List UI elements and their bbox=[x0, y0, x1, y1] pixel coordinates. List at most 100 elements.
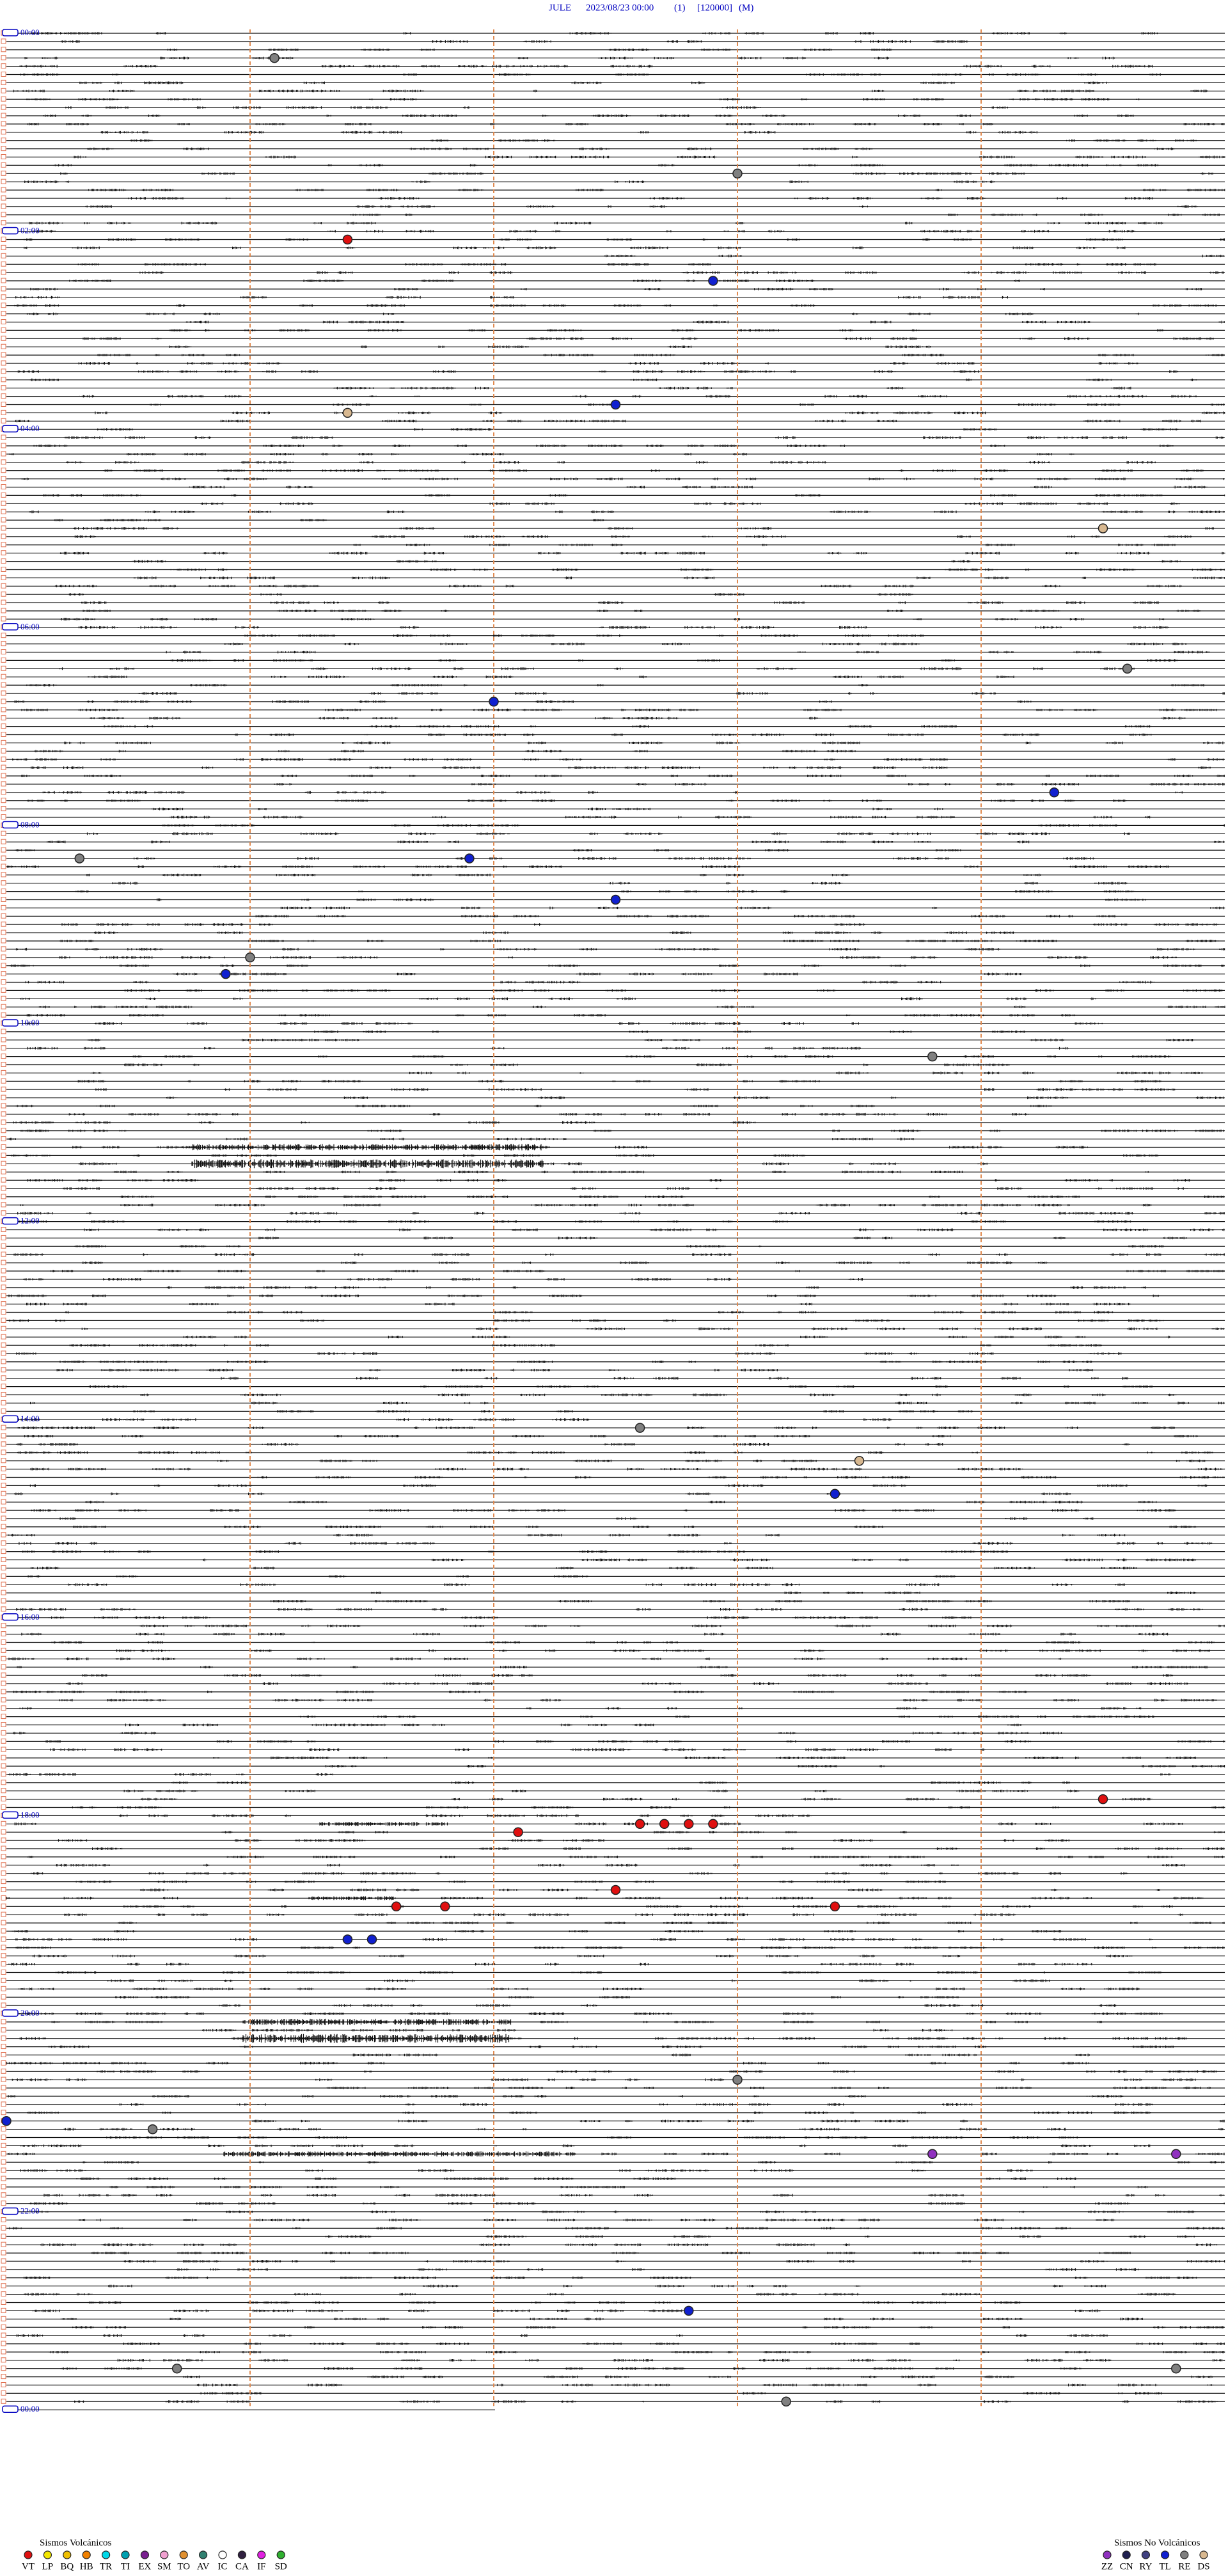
row-marker bbox=[1, 1384, 6, 1389]
row-marker bbox=[1, 2341, 6, 2346]
row-marker bbox=[1, 1054, 6, 1059]
row-marker bbox=[1, 2233, 6, 2239]
trace bbox=[6, 2004, 1225, 2007]
trace bbox=[6, 1839, 1225, 1842]
trace bbox=[6, 1863, 1225, 1867]
row-marker bbox=[1, 1086, 6, 1092]
trace bbox=[6, 1253, 1225, 1256]
scale: [120000] bbox=[697, 3, 732, 13]
row-marker bbox=[1, 1903, 6, 1909]
row-marker bbox=[1, 1408, 6, 1414]
trace bbox=[6, 725, 1225, 728]
trace bbox=[6, 1022, 1225, 1025]
trace bbox=[6, 1410, 1225, 1413]
row-marker bbox=[1, 1128, 6, 1134]
row-marker bbox=[1, 47, 6, 52]
trace bbox=[6, 1112, 1225, 1116]
event bbox=[610, 1885, 621, 1895]
row-marker bbox=[1, 1763, 6, 1769]
hour-box bbox=[2, 1811, 19, 1819]
trace bbox=[6, 378, 1225, 381]
event bbox=[610, 894, 621, 905]
row-marker bbox=[1, 113, 6, 118]
event bbox=[732, 2074, 743, 2085]
row-marker bbox=[1, 311, 6, 317]
trace bbox=[6, 2392, 1225, 2395]
trace bbox=[6, 1352, 1225, 1355]
trace bbox=[6, 1327, 1225, 1331]
trace bbox=[6, 2095, 1225, 2098]
row-marker bbox=[1, 178, 6, 184]
row-marker bbox=[1, 476, 6, 482]
trace bbox=[6, 1294, 1225, 1297]
trace bbox=[6, 997, 1225, 1000]
trace bbox=[6, 428, 1225, 431]
hour-label: 08:00 bbox=[20, 819, 40, 829]
row-marker bbox=[1, 38, 6, 44]
row-marker bbox=[1, 682, 6, 688]
row-marker bbox=[1, 665, 6, 671]
row-marker bbox=[1, 2027, 6, 2033]
row-marker bbox=[1, 533, 6, 539]
row-marker bbox=[1, 781, 6, 787]
row-marker bbox=[1, 1227, 6, 1232]
trace bbox=[6, 2070, 1225, 2073]
row-marker bbox=[1, 1640, 6, 1645]
row-marker bbox=[1, 154, 6, 159]
trace bbox=[6, 676, 1225, 679]
trace bbox=[6, 213, 1225, 216]
row-marker bbox=[1, 2135, 6, 2140]
trace bbox=[6, 617, 1225, 620]
events bbox=[1, 52, 1181, 2407]
hour-box bbox=[2, 1217, 19, 1225]
row-marker bbox=[1, 1680, 6, 1686]
hour-label: 00:00 bbox=[20, 28, 40, 37]
legend-title: Sismos No Volcánicos bbox=[1114, 2538, 1200, 2548]
row-marker bbox=[1, 1879, 6, 1885]
row-marker bbox=[1, 352, 6, 358]
trace bbox=[6, 700, 1225, 703]
trace bbox=[6, 560, 1225, 563]
trace bbox=[6, 1583, 1225, 1586]
trace bbox=[6, 1715, 1225, 1718]
trace bbox=[6, 1286, 1225, 1289]
row-marker bbox=[1, 1598, 6, 1604]
trace bbox=[6, 2383, 1225, 2387]
row-marker bbox=[1, 542, 6, 548]
row-marker bbox=[1, 1078, 6, 1084]
trace bbox=[6, 180, 1225, 184]
trace bbox=[6, 2128, 1225, 2131]
trace bbox=[6, 1105, 1225, 1107]
row-marker bbox=[1, 2366, 6, 2371]
legend-swatch bbox=[1103, 2550, 1112, 2559]
row-marker bbox=[1, 1771, 6, 1777]
hour-label: 10:00 bbox=[20, 1018, 40, 1027]
legend-code: TR bbox=[100, 2561, 112, 2572]
row-marker bbox=[1, 1111, 6, 1117]
trace bbox=[6, 1963, 1225, 1966]
trace bbox=[6, 147, 1225, 150]
hour-label: 12:00 bbox=[20, 1216, 40, 1226]
row-marker bbox=[1, 583, 6, 589]
trace bbox=[6, 1641, 1225, 1644]
trace bbox=[6, 312, 1225, 315]
trace bbox=[6, 1476, 1225, 1479]
legend-code: RY bbox=[1139, 2561, 1152, 2572]
row-marker bbox=[1, 327, 6, 333]
trace bbox=[6, 1789, 1225, 1792]
trace bbox=[6, 115, 1225, 117]
row-marker bbox=[1, 1796, 6, 1802]
trace bbox=[6, 568, 1225, 571]
trace bbox=[6, 2185, 1225, 2188]
trace bbox=[6, 692, 1225, 695]
row-marker bbox=[1, 748, 6, 754]
row-marker bbox=[1, 146, 6, 152]
row-marker bbox=[1, 2167, 6, 2173]
row-marker bbox=[1, 1887, 6, 1892]
trace bbox=[6, 1509, 1225, 1512]
row-marker bbox=[1, 1845, 6, 1851]
row-marker bbox=[1, 2374, 6, 2380]
trace bbox=[6, 1179, 1225, 1182]
minute-lines bbox=[249, 29, 982, 2406]
trace bbox=[6, 502, 1225, 505]
